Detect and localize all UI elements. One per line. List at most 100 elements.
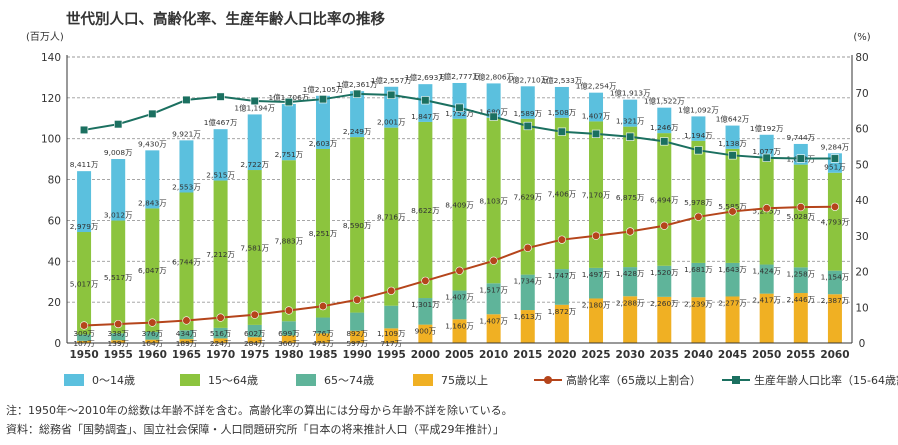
bar-segment-0-14 xyxy=(589,92,604,122)
x-tick-label: 2035 xyxy=(650,349,679,361)
x-tick-label: 1985 xyxy=(308,349,337,361)
x-tick-label: 2005 xyxy=(445,349,474,361)
bar-segment-15-64 xyxy=(315,148,330,318)
segment-label-65-74: 376万 xyxy=(142,329,164,338)
legend-label: 65～74歳 xyxy=(324,374,374,387)
working-age-ratio-point xyxy=(455,103,464,112)
legend-swatch-0 xyxy=(64,374,84,386)
working-age-ratio-point xyxy=(182,95,191,104)
segment-label-15-64: 7,212万 xyxy=(206,250,235,259)
total-label: 1億1,706万 xyxy=(269,93,310,102)
segment-label-0-14: 1,847万 xyxy=(411,112,440,121)
bar-segment-65-74 xyxy=(384,305,399,329)
segment-label-65-74: 1,520万 xyxy=(650,268,679,277)
segment-label-0-14: 3,012万 xyxy=(104,211,133,220)
segment-label-15-64: 6,494万 xyxy=(650,195,679,204)
segment-label-75plus: 1,613万 xyxy=(513,312,542,321)
segment-label-75plus: 2,288万 xyxy=(616,298,645,307)
bar-segment-0-14 xyxy=(179,140,194,193)
segment-label-0-14: 1,680万 xyxy=(479,108,508,117)
bar-segment-0-14 xyxy=(111,159,126,221)
bar-segment-75plus xyxy=(759,293,774,343)
segment-label-15-64: 5,585万 xyxy=(718,202,747,211)
x-tick-label: 1950 xyxy=(69,349,98,361)
bar-segment-15-64 xyxy=(520,118,535,275)
bar-segment-0-14 xyxy=(554,86,569,118)
segment-label-75plus: 1,160万 xyxy=(445,321,474,330)
aging-rate-point xyxy=(830,202,840,211)
bar-segment-65-74 xyxy=(315,317,330,334)
segment-label-75plus: 2,417万 xyxy=(752,296,781,305)
working-age-ratio-point xyxy=(489,112,498,121)
segment-label-65-74: 1,424万 xyxy=(752,267,781,276)
legend-swatch-1 xyxy=(180,374,200,386)
chart-title: 世代別人口、高齢化率、生産年齢人口比率の推移 xyxy=(66,10,385,28)
segment-label-65-74: 1,734万 xyxy=(513,277,542,286)
segment-label-65-74: 1,109万 xyxy=(377,329,406,338)
segment-label-15-64: 8,103万 xyxy=(479,197,508,206)
working-age-ratio-point xyxy=(660,137,669,146)
aging-rate-point xyxy=(387,286,396,295)
bar-segment-65-74 xyxy=(179,330,194,340)
left-tick-label: 80 xyxy=(48,175,61,187)
bar-segment-65-74 xyxy=(350,312,365,331)
segment-label-65-74: 434万 xyxy=(176,329,198,338)
working-age-ratio-point xyxy=(79,125,89,135)
segment-label-0-14: 2,722万 xyxy=(240,160,269,169)
legend-label: 生産年齢人口比率（15-64歳割合） xyxy=(754,373,898,387)
right-tick-label: 20 xyxy=(855,267,868,279)
bar-segment-15-64 xyxy=(384,127,399,306)
segment-label-0-14: 1,194万 xyxy=(684,131,713,140)
segment-label-15-64: 4,793万 xyxy=(821,218,850,227)
right-tick-label: 30 xyxy=(855,231,868,243)
segment-label-0-14: 1,138万 xyxy=(718,139,747,148)
segment-label-15-64: 7,406万 xyxy=(548,189,577,198)
legend-swatch-3 xyxy=(413,374,433,386)
right-tick-label: 10 xyxy=(855,302,868,314)
bar-segment-65-74 xyxy=(281,321,296,336)
bar-segment-75plus xyxy=(452,319,467,343)
total-label: 1億2,693万 xyxy=(405,73,446,82)
segment-label-0-14: 2,603万 xyxy=(309,139,338,148)
left-tick-label: 100 xyxy=(41,134,61,146)
bar-segment-15-64 xyxy=(827,172,842,271)
segment-label-15-64: 7,883万 xyxy=(275,237,304,246)
legend-label: 0～14歳 xyxy=(92,374,135,387)
segment-label-75plus: 2,446万 xyxy=(787,295,816,304)
segment-label-65-74: 1,428万 xyxy=(616,269,645,278)
bar-segment-0-14 xyxy=(281,104,296,161)
total-label: 1億467万 xyxy=(204,118,238,127)
legend: 0～14歳 15～64歳 65～74歳 75歳以上 高齢化率（65歳以上割合） 生産年齢人… xyxy=(64,373,898,387)
x-tick-label: 2045 xyxy=(718,349,747,361)
bar-segment-75plus xyxy=(418,324,433,343)
segment-label-65-74: 1,681万 xyxy=(684,265,713,274)
bar-segment-65-74 xyxy=(554,269,569,305)
bar-segment-0-14 xyxy=(691,116,706,141)
x-tick-label: 2040 xyxy=(684,349,713,361)
total-label: 9,430万 xyxy=(138,139,167,148)
working-age-ratio-point xyxy=(626,132,635,141)
bar-segment-0-14 xyxy=(145,150,160,209)
x-tick-label: 1960 xyxy=(138,349,167,361)
aging-rate-point xyxy=(421,276,430,285)
total-label: 9,921万 xyxy=(172,129,201,138)
total-label: 1億1,194万 xyxy=(234,103,275,112)
segment-label-15-64: 8,251万 xyxy=(309,229,338,238)
bar-segment-15-64 xyxy=(281,160,296,322)
working-age-ratio-point xyxy=(796,154,805,163)
segment-label-15-64: 6,047万 xyxy=(138,266,167,275)
x-tick-label: 2015 xyxy=(513,349,542,361)
bar-segment-0-14 xyxy=(213,129,228,181)
stacked-bars xyxy=(77,82,842,343)
legend-marker-4 xyxy=(544,376,552,384)
total-label: 1億642万 xyxy=(716,115,750,124)
x-tick-label: 1980 xyxy=(274,349,303,361)
x-tick-label: 2060 xyxy=(820,349,849,361)
left-tick-label: 60 xyxy=(48,215,61,227)
bar-segment-65-74 xyxy=(418,298,433,325)
working-age-ratio-point xyxy=(728,151,737,160)
bar-segment-65-74 xyxy=(759,264,774,294)
bar-segment-15-64 xyxy=(111,220,126,334)
segment-label-15-64: 5,978万 xyxy=(684,198,713,207)
total-label: 9,744万 xyxy=(787,133,816,142)
